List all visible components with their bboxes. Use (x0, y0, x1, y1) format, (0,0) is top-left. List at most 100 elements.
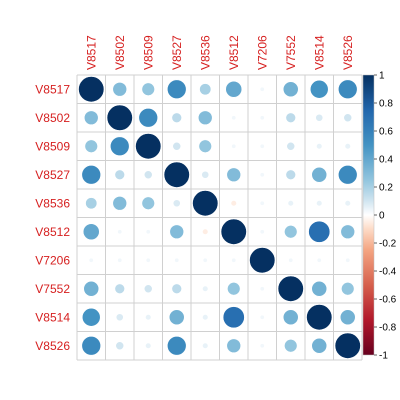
corr-V8527-V8517 (81, 164, 102, 185)
corr-V8536-V8536 (192, 190, 219, 217)
corr-V8517-V8514 (309, 79, 329, 99)
corr-V8526-V8512 (226, 338, 242, 354)
corr-V8502-V8527 (171, 112, 182, 123)
corr-V8502-V8526 (343, 113, 353, 123)
col-label-V8509: V8509 (141, 35, 155, 70)
row-label-V8514: V8514 (35, 310, 70, 324)
col-label-V7552: V7552 (284, 35, 298, 70)
corr-V8517-V8509 (141, 82, 155, 96)
corr-V8512-V8536 (202, 228, 209, 235)
corr-V8536-V8512 (230, 200, 237, 207)
colorbar-tick-label: -0.8 (379, 323, 397, 334)
col-label-V8502: V8502 (113, 35, 127, 70)
column-labels: V8517 V8502 V8509 V8527 V8536 V8512 V7206 V7552… (84, 35, 355, 70)
corr-V8517-V7552 (282, 81, 299, 98)
corr-V8526-V8517 (81, 335, 102, 356)
corr-V7552-V8509 (143, 284, 153, 294)
corr-V8502-V8514 (315, 113, 324, 122)
corr-V8526-V8536 (202, 342, 209, 349)
colorbar-tick-label: -0.4 (379, 267, 397, 278)
row-label-V7206: V7206 (35, 253, 70, 267)
colorbar-tick-label: -0.2 (379, 239, 397, 250)
corr-V8502-V7206 (259, 115, 265, 121)
corr-V8502-V8509 (138, 107, 159, 128)
corr-V8514-V8512 (222, 306, 245, 329)
corr-V8517-V8527 (166, 79, 187, 100)
corr-V7552-V8526 (341, 282, 355, 296)
corr-V8512-V8527 (169, 224, 185, 240)
corr-V8527-V8514 (311, 166, 328, 183)
corr-V8509-V8526 (344, 143, 351, 150)
row-label-V7552: V7552 (35, 282, 70, 296)
corr-V8512-V8512 (220, 218, 247, 245)
corr-V8527-V8502 (114, 169, 125, 180)
corr-V8526-V8502 (115, 341, 125, 351)
corr-V8526-V8527 (166, 335, 187, 356)
corr-V8514-V8514 (306, 304, 333, 331)
corr-V8514-V7552 (282, 309, 299, 326)
corr-V7552-V8536 (202, 285, 209, 292)
corr-V8514-V8502 (115, 313, 124, 322)
corr-V8514-V8536 (202, 314, 209, 321)
corr-V7552-V7552 (277, 275, 304, 302)
corr-V8527-V8527 (163, 161, 190, 188)
corr-V8502-V7552 (285, 112, 296, 123)
corr-V8536-V8509 (141, 196, 155, 210)
corr-V8527-V7206 (259, 172, 265, 178)
corr-V8512-V8502 (117, 229, 123, 235)
corr-V7552-V8512 (227, 282, 241, 296)
corr-V8509-V8512 (231, 143, 237, 149)
colorbar-tick-label: -0.6 (379, 295, 397, 306)
corr-V8512-V8517 (82, 223, 100, 241)
corr-V7206-V8502 (117, 257, 123, 263)
corr-V8536-V8514 (316, 200, 323, 207)
row-label-V8517: V8517 (35, 82, 70, 96)
corr-V8536-V8517 (85, 197, 98, 210)
row-label-V8509: V8509 (35, 139, 70, 153)
corr-V8517-V8512 (225, 80, 243, 98)
corr-V8517-V7206 (259, 86, 265, 92)
corr-V8527-V8512 (226, 167, 242, 183)
row-labels: V8517 V8502 V8509 V8527 V8536 V8512 V7206 V7552… (35, 82, 70, 353)
corr-V7206-V8514 (316, 257, 322, 263)
corr-V7552-V8517 (83, 280, 100, 297)
corr-V8514-V7206 (259, 314, 265, 320)
corr-V8509-V7552 (286, 141, 296, 151)
corr-V8502-V8512 (231, 115, 237, 121)
colorbar-tick-label: 0.2 (379, 183, 393, 194)
corr-V8526-V8526 (334, 332, 361, 359)
row-label-V8502: V8502 (35, 111, 70, 125)
corr-V8514-V8509 (145, 314, 152, 321)
corr-V8509-V8509 (135, 133, 162, 160)
correlation-circles (78, 76, 361, 359)
corr-V8517-V8502 (112, 81, 128, 97)
corr-V7552-V8514 (311, 280, 328, 297)
corr-V7206-V7206 (249, 247, 276, 274)
corr-V8509-V8514 (316, 143, 323, 150)
corr-V8512-V8526 (340, 224, 356, 240)
corr-V7206-V8536 (202, 257, 208, 263)
colorbar-gradient (362, 74, 375, 356)
corr-V8509-V8527 (172, 141, 182, 151)
corr-V8509-V8502 (109, 136, 130, 157)
colorbar-tick-label: 0.6 (379, 127, 393, 138)
corr-V8512-V8514 (308, 220, 331, 243)
corr-V8509-V8517 (84, 139, 98, 153)
corr-V7552-V8502 (114, 283, 125, 294)
col-label-V8512: V8512 (227, 35, 241, 70)
corr-V8527-V7552 (285, 169, 296, 180)
corr-V8514-V8517 (81, 307, 101, 327)
row-label-V8536: V8536 (35, 196, 70, 210)
row-label-V8527: V8527 (35, 168, 70, 182)
col-label-V8514: V8514 (312, 35, 326, 70)
col-label-V8536: V8536 (198, 35, 212, 70)
colorbar-tick-label: 0.8 (379, 99, 393, 110)
corr-V8517-V8536 (199, 83, 212, 96)
corr-V8512-V8509 (145, 229, 151, 235)
corr-V7206-V7552 (288, 257, 294, 263)
corr-V8517-V8526 (337, 79, 358, 100)
corr-V8526-V7552 (284, 339, 298, 353)
corr-V8502-V8536 (197, 110, 213, 126)
corr-V7552-V8527 (171, 283, 182, 294)
corr-V8527-V8509 (143, 170, 153, 180)
